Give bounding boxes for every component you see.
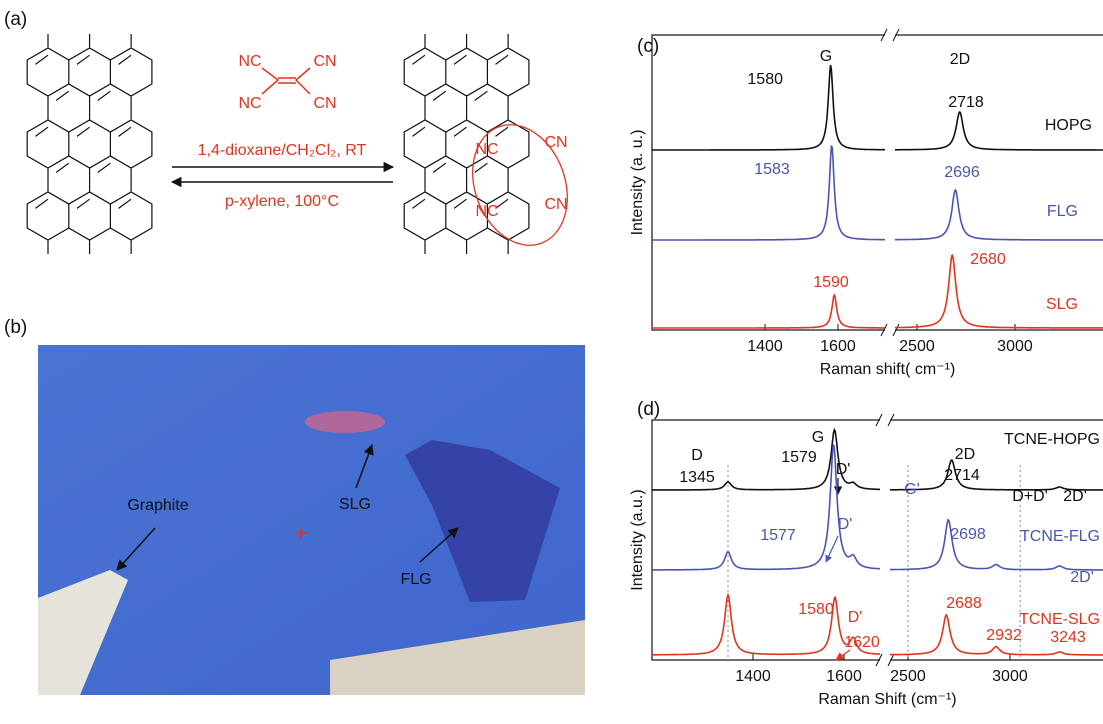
group: CN: [313, 53, 336, 70]
peak-label: 2D': [1070, 569, 1094, 586]
spectrum: [652, 445, 1103, 570]
figure: (a) NC CN NC CN 1,4-dioxane/CH₂Cl₂, RT p…: [0, 0, 1103, 724]
group: NC: [475, 203, 498, 220]
peak-label: G': [904, 481, 920, 498]
group: NC: [475, 141, 498, 158]
bond: [262, 68, 310, 94]
label: Graphite: [127, 497, 188, 514]
peak-label: 1577: [760, 527, 796, 544]
spectrum-name: FLG: [1047, 203, 1078, 220]
group: NC: [238, 95, 261, 112]
peak-label: G: [812, 429, 824, 446]
peak-label: 2696: [944, 164, 980, 181]
graphene-lattice: [404, 34, 529, 254]
micrograph: Graphite SLG FLG: [38, 345, 585, 695]
spectrum: [652, 255, 1103, 328]
arrow: [826, 536, 838, 562]
peak-label: 2714: [944, 467, 980, 484]
peak-label: 3243: [1050, 629, 1086, 646]
peak-label: 1580: [747, 71, 783, 88]
y-axis-label: Intensity (a.u.): [629, 489, 646, 590]
panel-label: (b): [4, 317, 27, 338]
spectrum: [652, 146, 1103, 240]
axis-break: [885, 32, 895, 333]
peak-label: 1620: [844, 634, 880, 651]
group: CN: [313, 95, 336, 112]
spectrum-name: SLG: [1046, 296, 1078, 313]
x-tick-label: 3000: [997, 338, 1033, 355]
peak-label: D+D': [1012, 488, 1048, 505]
x-tick-label: 1400: [735, 668, 771, 685]
condition: p-xylene, 100°C: [225, 193, 339, 210]
peak-label: D': [848, 609, 863, 626]
peak-label: 2680: [970, 251, 1006, 268]
arrow: [836, 650, 850, 660]
band-label: G: [820, 48, 832, 65]
x-tick-label: 2500: [890, 668, 926, 685]
peak-label: 2D: [955, 446, 975, 463]
group: CN: [544, 196, 567, 213]
x-axis-label: Raman Shift (cm⁻¹): [818, 691, 956, 708]
peak-label: 2688: [946, 595, 982, 612]
group: CN: [544, 134, 567, 151]
peak-label: 2718: [948, 94, 984, 111]
peak-label: 1590: [813, 274, 849, 291]
axis-break: [880, 417, 890, 663]
peak-label: 1580: [798, 601, 834, 618]
panel-label: (c): [637, 36, 659, 57]
spectrum-name: TCNE-SLG: [1019, 611, 1100, 628]
peak-label: D: [691, 447, 703, 464]
spectrum: [652, 65, 1103, 150]
reagent: NC CN NC CN: [238, 53, 336, 112]
spectrum-name: TCNE-FLG: [1020, 528, 1100, 545]
panel-label: (d): [637, 399, 660, 420]
peak-label: 1579: [781, 449, 817, 466]
panel-label: (a): [4, 9, 27, 30]
spectra: 1400 1600 2500 3000 Raman shift( cm⁻¹) Intens…: [629, 29, 1103, 708]
label: SLG: [339, 496, 371, 513]
label: FLG: [400, 571, 431, 588]
x-tick-label: 1600: [826, 668, 862, 685]
plot-frame: [652, 35, 1103, 330]
spectrum-name: HOPG: [1045, 117, 1092, 134]
x-tick-label: 1600: [820, 338, 856, 355]
peak-label: D': [838, 516, 853, 533]
peak-label: 2D': [1063, 488, 1087, 505]
x-axis-label: Raman shift( cm⁻¹): [820, 361, 956, 378]
x-tick-label: 2500: [899, 338, 935, 355]
slg-flake: [305, 411, 385, 433]
peak-label: 2932: [986, 627, 1022, 644]
x-tick-label: 1400: [747, 338, 783, 355]
peak-label: 1345: [679, 469, 715, 486]
graphene-lattice: [27, 34, 152, 254]
spectrum-name: TCNE-HOPG: [1004, 431, 1100, 448]
band-label: 2D: [950, 51, 970, 68]
x-tick-label: 3000: [992, 668, 1028, 685]
peak-label: D': [836, 461, 851, 478]
condition: 1,4-dioxane/CH₂Cl₂, RT: [198, 142, 367, 159]
group: NC: [238, 53, 261, 70]
y-axis-label: Intensity (a. u.): [629, 130, 646, 236]
peak-label: 2698: [950, 526, 986, 543]
peak-label: 1583: [754, 161, 790, 178]
